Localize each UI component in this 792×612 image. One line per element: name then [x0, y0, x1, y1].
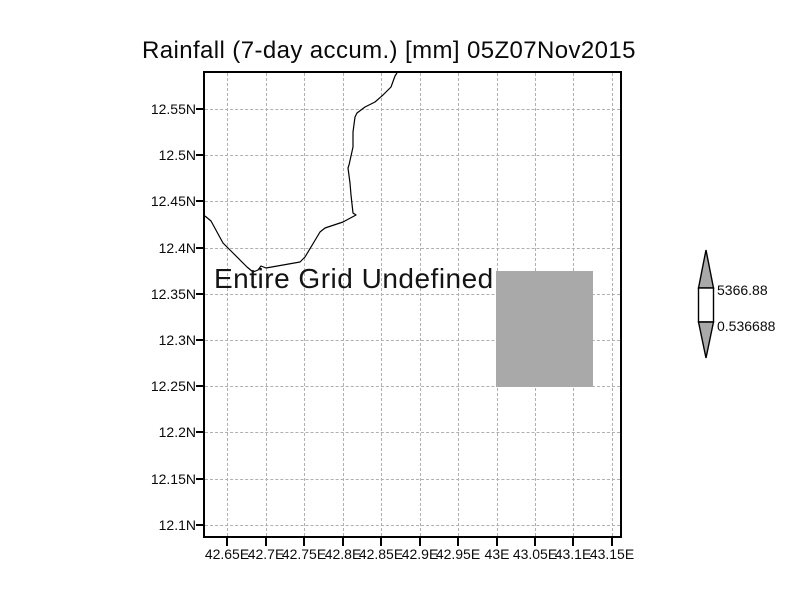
latitude-axis-label: 12.45N: [150, 193, 196, 209]
longitude-gridline: [266, 73, 267, 536]
longitude-gridline: [612, 73, 613, 536]
undefined-data-region: [496, 271, 593, 387]
longitude-axis-label: 42.85E: [358, 546, 404, 562]
longitude-axis-label: 43.15E: [589, 546, 635, 562]
longitude-tick: [265, 538, 267, 546]
latitude-axis-label: 12.1N: [158, 517, 196, 533]
longitude-axis-label: 43.1E: [554, 546, 592, 562]
plot-title: Rainfall (7-day accum.) [mm] 05Z07Nov201…: [142, 37, 636, 64]
latitude-axis-label: 12.15N: [150, 471, 196, 487]
latitude-axis-label: 12.35N: [150, 286, 196, 302]
longitude-axis-label: 42.7E: [247, 546, 285, 562]
longitude-tick: [611, 538, 613, 546]
latitude-tick: [196, 339, 204, 341]
longitude-axis-label: 43.05E: [512, 546, 558, 562]
longitude-tick: [342, 538, 344, 546]
longitude-tick: [496, 538, 498, 546]
latitude-tick: [196, 154, 204, 156]
latitude-gridline: [205, 109, 620, 110]
latitude-gridline: [205, 479, 620, 480]
map-frame: [203, 71, 622, 538]
longitude-tick: [572, 538, 574, 546]
latitude-tick: [196, 478, 204, 480]
latitude-tick: [196, 524, 204, 526]
latitude-tick: [196, 431, 204, 433]
latitude-gridline: [205, 386, 620, 387]
latitude-tick: [196, 293, 204, 295]
longitude-tick: [226, 538, 228, 546]
longitude-gridline: [420, 73, 421, 536]
longitude-gridline: [381, 73, 382, 536]
longitude-gridline: [343, 73, 344, 536]
colorbar-range-box: [697, 287, 715, 323]
latitude-gridline: [205, 201, 620, 202]
longitude-tick: [457, 538, 459, 546]
colorbar-min-value: 0.536688: [717, 318, 776, 334]
latitude-tick: [196, 200, 204, 202]
longitude-axis-label: 42.8E: [324, 546, 362, 562]
latitude-gridline: [205, 294, 620, 295]
latitude-axis-label: 12.2N: [158, 424, 196, 440]
latitude-axis-label: 12.55N: [150, 101, 196, 117]
longitude-tick: [534, 538, 536, 546]
colorbar-max-value: 5366.88: [717, 282, 768, 298]
longitude-axis-label: 42.9E: [401, 546, 439, 562]
longitude-axis-label: 42.95E: [435, 546, 481, 562]
latitude-axis-label: 12.4N: [158, 240, 196, 256]
colorbar: [697, 249, 715, 359]
latitude-tick: [196, 385, 204, 387]
longitude-gridline: [227, 73, 228, 536]
longitude-tick: [303, 538, 305, 546]
longitude-axis-label: 43E: [484, 546, 510, 562]
latitude-gridline: [205, 155, 620, 156]
entire-grid-undefined-text: Entire Grid Undefined: [214, 263, 494, 294]
latitude-axis-label: 12.5N: [158, 147, 196, 163]
longitude-axis-label: 42.75E: [281, 546, 327, 562]
latitude-gridline: [205, 525, 620, 526]
latitude-tick: [196, 247, 204, 249]
longitude-tick: [380, 538, 382, 546]
colorbar-bottom-arrow: [697, 321, 715, 359]
latitude-gridline: [205, 340, 620, 341]
latitude-gridline: [205, 432, 620, 433]
colorbar-top-arrow: [697, 249, 715, 289]
latitude-axis-label: 12.25N: [150, 378, 196, 394]
longitude-tick: [419, 538, 421, 546]
latitude-axis-label: 12.3N: [158, 332, 196, 348]
longitude-gridline: [458, 73, 459, 536]
latitude-gridline: [205, 248, 620, 249]
latitude-tick: [196, 108, 204, 110]
longitude-axis-label: 42.65E: [204, 546, 250, 562]
longitude-gridline: [304, 73, 305, 536]
